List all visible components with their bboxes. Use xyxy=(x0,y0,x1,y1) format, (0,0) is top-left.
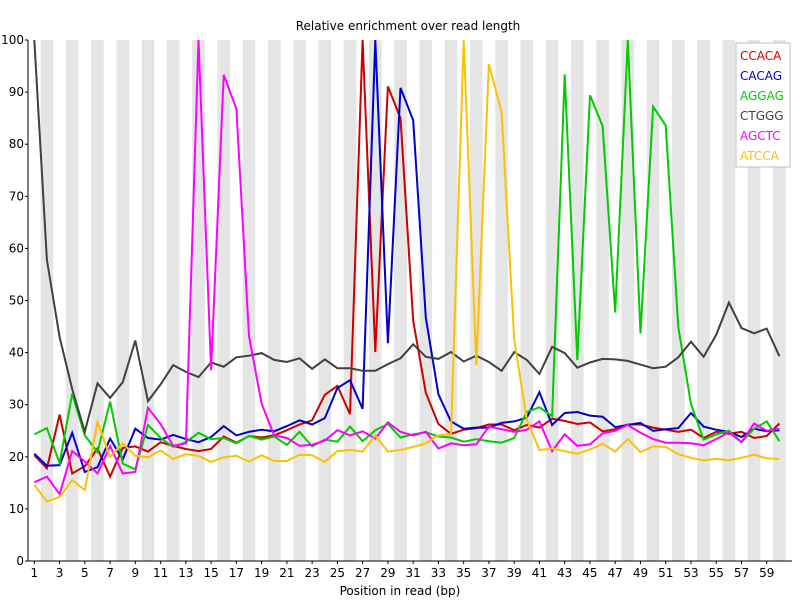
x-tick-label: 31 xyxy=(406,566,421,580)
x-tick-label: 9 xyxy=(132,566,140,580)
grid-band xyxy=(697,40,710,561)
x-tick-label: 25 xyxy=(330,566,345,580)
grid-band xyxy=(621,40,635,561)
grid-band xyxy=(545,40,559,561)
y-tick-label: 80 xyxy=(9,137,24,151)
y-tick-label: 50 xyxy=(9,294,24,308)
grid-band xyxy=(368,40,382,561)
legend-entry-aggag: AGGAG xyxy=(740,89,784,103)
series-line-ctggg xyxy=(33,39,781,436)
legend-entry-agctc: AGCTC xyxy=(740,129,781,143)
grid-band xyxy=(141,40,155,561)
x-tick-label: 35 xyxy=(456,566,471,580)
x-tick-label: 17 xyxy=(229,566,244,580)
x-tick-label: 47 xyxy=(608,566,623,580)
grid-band xyxy=(469,40,483,561)
chart-title: Relative enrichment over read length xyxy=(296,19,521,33)
x-tick-label: 7 xyxy=(106,566,114,580)
y-tick-label: 30 xyxy=(9,398,24,412)
legend-entry-ccaca: CCACA xyxy=(740,49,782,63)
x-tick-label: 49 xyxy=(633,566,648,580)
y-tick-label: 40 xyxy=(9,346,24,360)
grid-band xyxy=(242,40,256,561)
x-tick-label: 21 xyxy=(279,566,294,580)
series-line-aggag xyxy=(33,39,781,471)
series-line-ccaca xyxy=(33,39,781,480)
x-tick-label: 23 xyxy=(304,566,319,580)
grid-band xyxy=(91,40,104,561)
x-tick-label: 5 xyxy=(81,566,89,580)
series-line-atcca xyxy=(33,39,780,503)
y-axis: 0 10 20 30 40 50 60 70 80 90 100 xyxy=(1,33,29,568)
grid-band xyxy=(293,40,306,561)
x-tick-label: 45 xyxy=(582,566,597,580)
background-bands xyxy=(40,40,786,561)
grid-band xyxy=(217,40,231,561)
x-tick-label: 59 xyxy=(759,566,774,580)
legend-entry-atcca: ATCCA xyxy=(740,149,780,163)
y-tick-label: 90 xyxy=(9,85,24,99)
x-tick-label: 27 xyxy=(355,566,370,580)
grid-band xyxy=(116,40,130,561)
x-tick-label: 53 xyxy=(683,566,698,580)
x-tick-label: 41 xyxy=(532,566,547,580)
x-tick-label: 19 xyxy=(254,566,269,580)
x-tick-label: 39 xyxy=(507,566,522,580)
grid-band xyxy=(192,40,205,561)
x-axis: 1 3 5 7 9 11 13 15 17 19 21 23 25 27 29 31 33 35 37 39 41 43 4… xyxy=(28,560,792,580)
legend-box xyxy=(735,42,791,168)
grid-band xyxy=(65,40,79,561)
y-tick-label: 0 xyxy=(16,554,24,568)
x-tick-label: 55 xyxy=(709,566,724,580)
grid-band xyxy=(166,40,180,561)
x-tick-label: 57 xyxy=(734,566,749,580)
series-line-agctc xyxy=(33,39,780,497)
x-axis-title: Position in read (bp) xyxy=(340,584,461,598)
x-tick-label: 13 xyxy=(178,566,193,580)
series-line-cacag xyxy=(33,39,780,474)
grid-band xyxy=(672,40,685,561)
grid-band xyxy=(520,40,534,561)
y-tick-label: 20 xyxy=(9,450,24,464)
x-tick-label: 3 xyxy=(56,566,64,580)
grid-band xyxy=(318,40,332,561)
x-tick-label: 37 xyxy=(481,566,496,580)
x-tick-label: 33 xyxy=(431,566,446,580)
x-tick-label: 29 xyxy=(380,566,395,580)
series-lines xyxy=(33,39,781,503)
y-tick-label: 10 xyxy=(9,502,24,516)
y-tick-label: 100 xyxy=(1,33,24,47)
grid-band xyxy=(419,40,433,561)
legend-entry-cacag: CACAG xyxy=(740,69,782,83)
x-tick-label: 15 xyxy=(203,566,218,580)
grid-band xyxy=(267,40,281,561)
x-tick-label: 43 xyxy=(557,566,572,580)
grid-band xyxy=(571,40,584,561)
legend: CCACA CACAG AGGAG CTGGG AGCTC ATCCA xyxy=(735,42,791,168)
y-tick-label: 60 xyxy=(9,241,24,255)
x-tick-label: 51 xyxy=(658,566,673,580)
x-tick-label: 11 xyxy=(153,566,168,580)
legend-entry-ctggg: CTGGG xyxy=(740,109,784,123)
y-tick-label: 70 xyxy=(9,189,24,203)
grid-band xyxy=(596,40,609,561)
x-tick-label: 1 xyxy=(30,566,38,580)
